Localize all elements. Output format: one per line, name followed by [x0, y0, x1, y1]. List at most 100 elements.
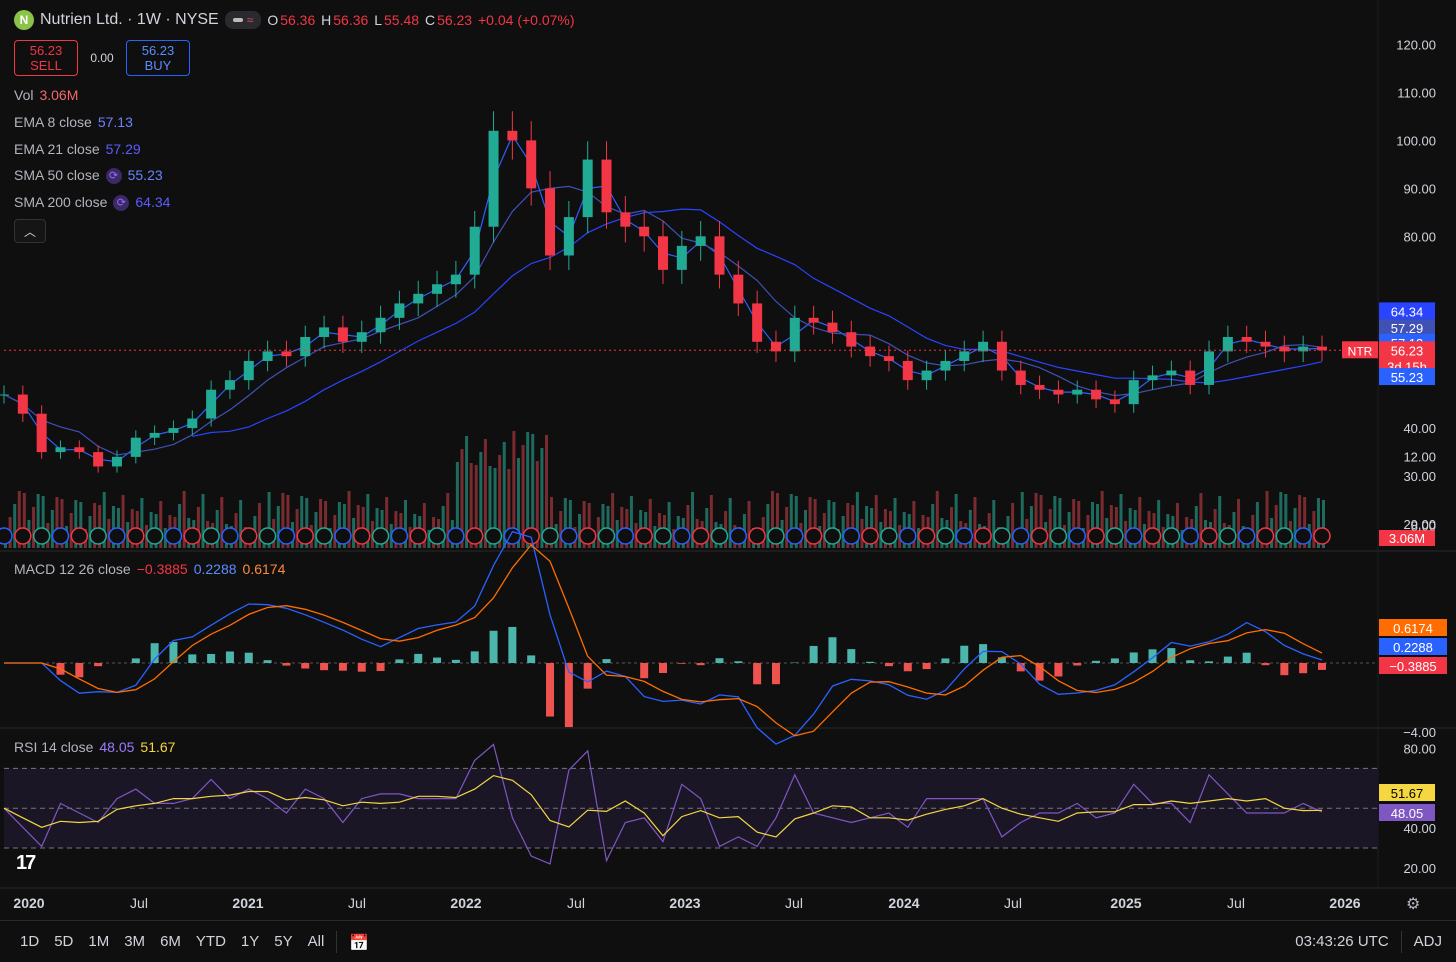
candle-body [620, 212, 630, 226]
event-marker [203, 528, 219, 544]
macd-hist-bar [584, 663, 592, 689]
macd-hist-bar [452, 660, 460, 663]
macd-tag-label: −0.3885 [1389, 659, 1436, 674]
tf-5d[interactable]: 5D [54, 933, 73, 950]
volume-bar [559, 511, 562, 548]
tf-ytd[interactable]: YTD [196, 933, 226, 950]
candle-body [281, 351, 291, 356]
candle-body [1223, 337, 1233, 351]
tf-6m[interactable]: 6M [160, 933, 181, 950]
tf-1m[interactable]: 1M [88, 933, 109, 950]
open-label: O [267, 12, 278, 28]
candle-body [1110, 399, 1120, 404]
nutrien-logo-icon: N [14, 10, 34, 30]
chevron-up-icon[interactable]: ︿ [14, 219, 46, 243]
volume-bar [804, 510, 807, 548]
calendar-range-icon[interactable]: 📅 [349, 933, 369, 951]
indicator-name: SMA 50 close [14, 167, 100, 183]
utc-clock[interactable]: 03:43:26 UTC [1295, 933, 1388, 950]
tf-5y[interactable]: 5Y [274, 933, 292, 950]
tf-1d[interactable]: 1D [20, 933, 39, 950]
gear-icon[interactable]: ⚙ [1406, 894, 1420, 914]
macd-hist-bar [1280, 663, 1288, 675]
time-axis-label: 2023 [669, 895, 700, 911]
macd-hist-bar [358, 663, 366, 672]
macd-hist-bar [1186, 660, 1194, 663]
macd-hist-bar [715, 658, 723, 663]
close-label: C [425, 12, 435, 28]
candle-body [884, 356, 894, 361]
event-marker [448, 528, 464, 544]
time-axis-label: Jul [567, 895, 585, 911]
candle-body [1016, 371, 1026, 385]
candle-body [206, 390, 216, 419]
candle-body [150, 433, 160, 438]
candle-body [809, 318, 819, 323]
candle-body [827, 323, 837, 333]
price-tick-label: 30.00 [1403, 469, 1436, 484]
open-value: 56.36 [280, 12, 315, 28]
candle-body [112, 457, 122, 467]
candle-body [677, 246, 687, 270]
bottom-toolbar: 1D 5D 1M 3M 6M YTD 1Y 5Y All 📅 03:43:26 … [0, 920, 1456, 962]
candle-body [1129, 380, 1139, 404]
tf-all[interactable]: All [308, 933, 325, 950]
macd-hist-bar [810, 646, 818, 663]
candle-body [319, 327, 329, 337]
low-value: 55.48 [384, 12, 419, 28]
event-marker [768, 528, 784, 544]
event-marker [1069, 528, 1085, 544]
event-marker [693, 528, 709, 544]
event-marker [862, 528, 878, 544]
volume-bar [1312, 511, 1315, 548]
macd-hist-bar [546, 663, 554, 717]
macd-hist-bar [339, 663, 347, 671]
indicator-sma50[interactable]: SMA 50 close⟳55.23 [14, 167, 163, 184]
event-marker [599, 528, 615, 544]
macd-hist-bar [471, 651, 479, 663]
indicator-name: Vol [14, 87, 33, 103]
macd-hist-bar [1073, 663, 1081, 665]
symbol-tag-label: NTR [1348, 344, 1373, 358]
time-axis-label: 2022 [450, 895, 481, 911]
time-axis-label: 2026 [1329, 895, 1360, 911]
candle-body [187, 419, 197, 429]
macd-hist-bar [847, 649, 855, 663]
tf-3m[interactable]: 3M [124, 933, 145, 950]
candle-body [1261, 342, 1271, 347]
price-tick-label: 110.00 [1397, 85, 1436, 100]
event-marker [373, 528, 389, 544]
event-marker [730, 528, 746, 544]
macd-hist-bar [1111, 658, 1119, 663]
macd-hist-bar [1130, 652, 1138, 663]
adj-toggle[interactable]: ADJ [1414, 933, 1442, 950]
event-marker [937, 528, 953, 544]
market-status-pill[interactable]: ≈ [225, 11, 262, 29]
macd-hist-bar [188, 654, 196, 663]
macd-signal-value: 0.6174 [243, 561, 286, 577]
candle-body [1091, 390, 1101, 400]
candle-body [846, 332, 856, 346]
event-marker [165, 528, 181, 544]
event-marker [580, 528, 596, 544]
spread-value: 0.00 [86, 51, 118, 65]
symbol-title[interactable]: Nutrien Ltd. · 1W · NYSE [40, 11, 219, 29]
indicator-sma200[interactable]: SMA 200 close⟳64.34 [14, 194, 170, 211]
price-tick-label: 80.00 [1403, 229, 1436, 244]
tf-1y[interactable]: 1Y [241, 933, 259, 950]
indicator-value: 57.29 [106, 141, 141, 157]
tradingview-logo-icon[interactable]: 17 [16, 852, 34, 875]
event-marker [486, 528, 502, 544]
candle-body [1317, 347, 1327, 351]
macd-hist-bar [490, 631, 498, 663]
volume-bar [823, 513, 826, 548]
price-tag-label: 56.23 [1391, 343, 1424, 358]
